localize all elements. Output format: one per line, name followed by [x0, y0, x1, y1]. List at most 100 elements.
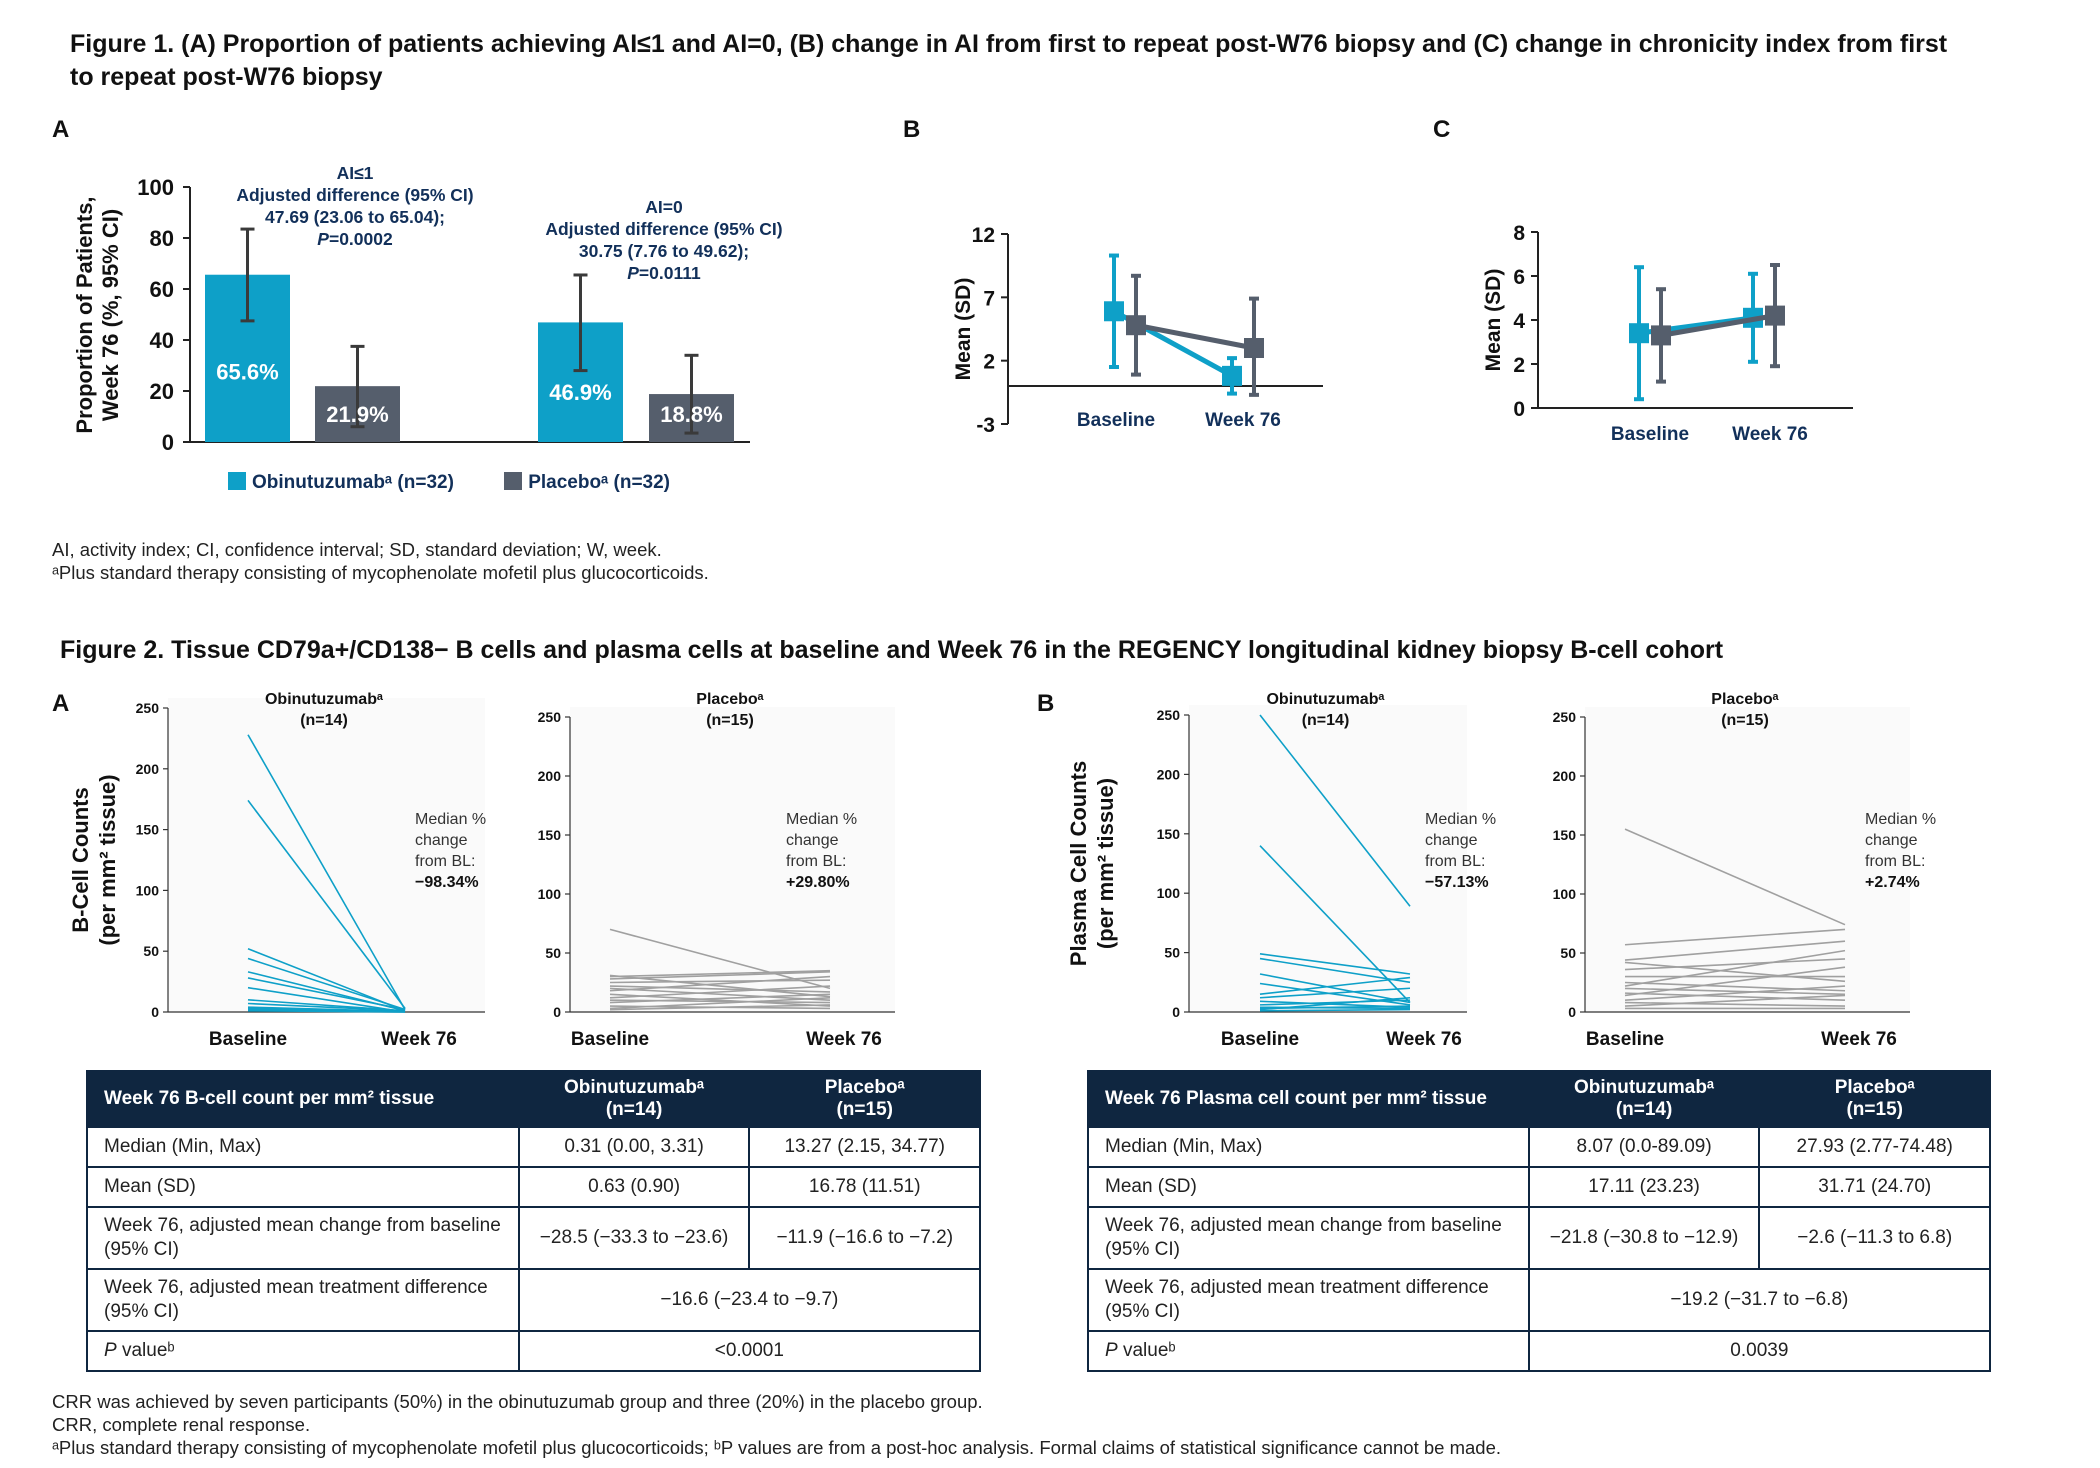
table-plasma-cell-counts: Week 76 Plasma cell count per mm² tissue… — [1087, 1070, 1992, 1372]
y-tick-label: 150 — [1157, 826, 1181, 842]
table-row: Week 76, adjusted mean change from basel… — [1087, 1206, 1991, 1270]
row-obinutuzumab-value: 0.31 (0.00, 3.31) — [517, 1126, 751, 1168]
data-label: 18.8% — [660, 402, 722, 427]
y-tick-label: 100 — [1157, 885, 1181, 901]
row-label: Week 76, adjusted mean treatment differe… — [1087, 1268, 1530, 1332]
y-tick-label: 0 — [162, 430, 174, 455]
patient-line — [1624, 961, 1846, 983]
y-axis-label-line1: Proportion of Patients, — [72, 196, 97, 433]
treatment-difference-value: −16.6 (−23.4 to −9.7) — [517, 1268, 982, 1332]
annotation-line: 30.75 (7.76 to 49.62); — [579, 241, 749, 261]
data-point-obinutuzumab — [1104, 301, 1124, 322]
y-tick-label: 2 — [983, 351, 995, 374]
fig1-footnote-1: AI, activity index; CI, confidence inter… — [52, 539, 662, 560]
table-header-label: Week 76 Plasma cell count per mm² tissue — [1087, 1070, 1530, 1128]
annotation: AI=0 Adjusted difference (95% CI) 30.75 (7… — [545, 197, 782, 283]
table-row: Median (Min, Max) 0.31 (0.00, 3.31) 13.2… — [86, 1126, 981, 1168]
fig2-footnote-3: ᵃPlus standard therapy consisting of myc… — [52, 1437, 1501, 1458]
table-row: Median (Min, Max) 8.07 (0.0-89.09) 27.93… — [1087, 1126, 1991, 1168]
chart-subtitle: (n=15) — [1721, 712, 1769, 729]
y-axis-label: Proportion of Patients,Week 76 (%, 95% C… — [72, 196, 123, 433]
y-tick-label: 250 — [1553, 709, 1577, 725]
table-header-row: Week 76 Plasma cell count per mm² tissue… — [1087, 1070, 1991, 1128]
patient-line — [1624, 928, 1846, 946]
patient-line — [1624, 828, 1846, 926]
median-label: change — [1865, 832, 1918, 849]
y-tick-label: 80 — [150, 226, 174, 251]
series-line-placebo — [1135, 322, 1255, 351]
chart-subtitle: (n=15) — [706, 712, 754, 729]
table-b-cell-counts: Week 76 B-cell count per mm² tissue Obin… — [86, 1070, 982, 1372]
fig1c-line-chart: 0 2 4 6 8 Mean (SD) Baseline Week 76 — [1482, 222, 1853, 445]
fig2a-placebo-chart: 0 50 100 150 200 250 Placeboᵃ (n=15) Baseline Wee… — [538, 691, 895, 1050]
fig2a-obinutuzumab-chart: 0 50 100 150 200 250 Obinutuzumabᵃ (n=14) Baseli… — [68, 691, 486, 1050]
patient-line — [247, 977, 406, 1011]
panel-letter-1c: C — [1433, 116, 1451, 143]
legend-label-obinutuzumab: Obinutuzumabᵃ (n=32) — [252, 472, 454, 493]
patient-line — [609, 975, 831, 992]
y-axis-label-line1: Plasma Cell Counts — [1070, 761, 1091, 966]
row-obinutuzumab-value: −21.8 (−30.8 to −12.9) — [1527, 1206, 1761, 1270]
chart-title: Obinutuzumabᵃ — [265, 691, 383, 708]
y-tick-label: 100 — [136, 882, 160, 898]
median-label: from BL: — [1425, 853, 1485, 870]
x-tick-label: Baseline — [1221, 1029, 1299, 1050]
table-header-row: Week 76 B-cell count per mm² tissue Obin… — [86, 1070, 981, 1128]
fig2-footnote-2: CRR, complete renal response. — [52, 1414, 311, 1435]
table-header-label: Week 76 B-cell count per mm² tissue — [86, 1070, 520, 1128]
row-label: Week 76, adjusted mean change from basel… — [1087, 1206, 1530, 1270]
median-label: Median % — [786, 811, 857, 828]
patient-line — [247, 1009, 406, 1013]
patient-line — [609, 985, 831, 999]
treatment-difference-value: −19.2 (−31.7 to −6.8) — [1527, 1268, 1992, 1332]
data-point-placebo — [1651, 325, 1671, 346]
y-axis-label: Mean (SD) — [952, 278, 975, 381]
x-tick-label: Week 76 — [1386, 1029, 1462, 1050]
annotation-line: AI≤1 — [337, 163, 374, 183]
y-tick-label: 0 — [1513, 398, 1525, 421]
y-axis-label-line1: B-Cell Counts — [68, 787, 93, 932]
patient-line — [609, 979, 831, 984]
row-obinutuzumab-value: −28.5 (−33.3 to −23.6) — [517, 1206, 751, 1270]
row-label: P valueᵇ — [1087, 1330, 1530, 1372]
patient-line — [1259, 714, 1411, 907]
y-tick-label: 200 — [1157, 766, 1181, 782]
patient-line — [1259, 999, 1411, 1006]
patient-line — [1624, 981, 1846, 992]
x-tick-label: Baseline — [209, 1029, 287, 1050]
y-tick-label: 4 — [1513, 310, 1525, 333]
data-point-obinutuzumab — [1222, 365, 1242, 386]
y-tick-label: 250 — [1157, 707, 1181, 723]
median-value: −98.34% — [415, 874, 479, 891]
row-obinutuzumab-value: 17.11 (23.23) — [1527, 1166, 1761, 1208]
panel-letter-2a: A — [52, 690, 70, 717]
data-point-placebo — [1765, 305, 1785, 326]
x-tick-label: Week 76 — [1732, 424, 1808, 445]
chart-title: Obinutuzumabᵃ — [1266, 691, 1384, 708]
patient-line — [1624, 992, 1846, 1001]
patient-line — [1624, 940, 1846, 961]
row-label: P valueᵇ — [86, 1330, 520, 1372]
figure1-title: Figure 1. (A) Proportion of patients ach… — [70, 30, 1948, 91]
data-point-placebo — [1244, 338, 1264, 358]
y-tick-label: 150 — [136, 822, 160, 838]
patient-line — [609, 987, 831, 1001]
patient-line — [247, 799, 406, 1009]
median-value: +29.80% — [786, 874, 850, 891]
y-axis-label-line2: Week 76 (%, 95% CI) — [98, 209, 123, 421]
y-tick-label: 100 — [1553, 886, 1577, 902]
y-tick-label: 40 — [150, 328, 174, 353]
table-row: Mean (SD) 0.63 (0.90) 16.78 (11.51) — [86, 1166, 981, 1208]
annotation-p-value: =0.0002 — [329, 229, 393, 249]
y-axis-label-line2: (per mm² tissue) — [1093, 778, 1118, 949]
patient-line — [1259, 845, 1411, 1004]
row-label: Median (Min, Max) — [1087, 1126, 1530, 1168]
chart-title: Placeboᵃ — [696, 691, 763, 708]
median-label: Median % — [1865, 811, 1936, 828]
data-label: 65.6% — [216, 360, 278, 385]
patient-line — [1624, 987, 1846, 996]
annotation-line: 47.69 (23.06 to 65.04); — [265, 207, 445, 227]
patient-line — [609, 985, 831, 993]
row-placebo-value: 16.78 (11.51) — [748, 1166, 981, 1208]
annotation-p-value: =0.0111 — [639, 263, 701, 283]
